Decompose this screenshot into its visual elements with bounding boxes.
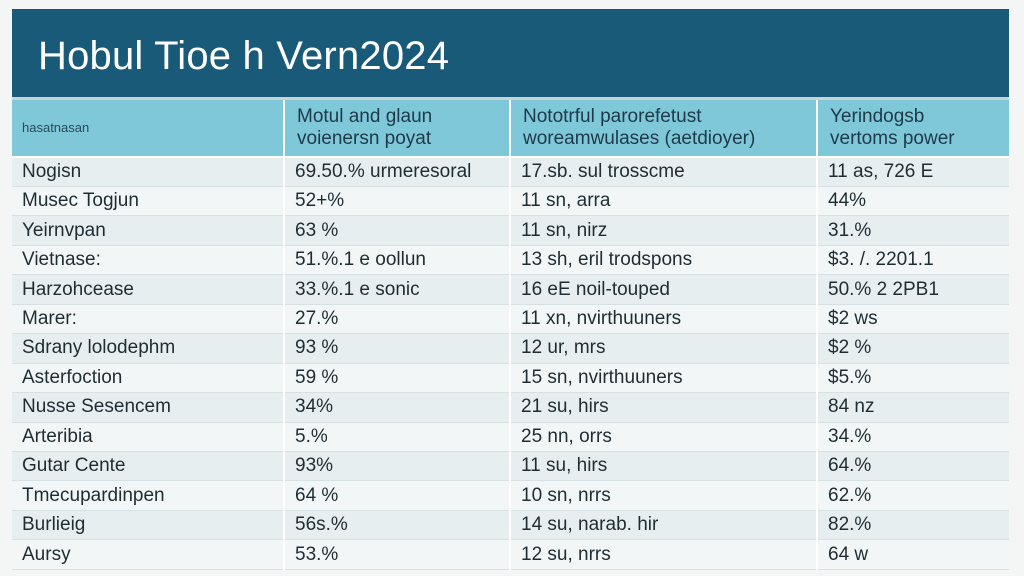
table-cell: 59 % [283,363,510,394]
table-cell: $5.% [816,363,1009,394]
table-cell: 11 as, 726 E [816,157,1009,187]
table-cell: 14 su, narab. hir [509,510,817,541]
table-cell: $2 % [816,333,1009,364]
table-cell: 31.% [816,215,1009,246]
table-row: Sdrany lolodephm 93 % 12 ur, mrs $2 % [12,333,1009,364]
data-table: hasatnasan Motul and glaun voienersn poyat… [12,100,1009,570]
row-label-cell: Aursy [12,539,284,570]
table-cell: 64 % [283,480,510,511]
row-label-cell: Asterfoction [12,363,284,394]
column-header-line: woreamwulases (aetdioyer) [523,128,756,149]
table-row: Arteribia 5.% 25 nn, orrs 34.% [12,422,1009,453]
row-label-cell: Gutar Cente [12,451,284,482]
table-row: Tmecupardinpen 64 % 10 sn, nrrs 62.% [12,480,1009,511]
row-label-cell: Nusse Sesencem [12,392,284,423]
table-row: Vietnase: 51.%.1 e oollun 13 sh, eril trod… [12,245,1009,276]
row-label-cell: Burlieig [12,510,284,541]
table-body: Nogisn 69.50.% urmeresoral 17.sb. sul tros… [12,157,1009,570]
column-header-4: Yerindogsb vertoms power [816,100,1009,158]
row-label-cell: Sdrany lolodephm [12,333,284,364]
row-label-cell: Harzohcease [12,274,284,305]
table-cell: 50.% 2 2PB1 [816,274,1009,305]
table-cell: 5.% [283,422,510,453]
table-cell: 56s.% [283,510,510,541]
table-row: Gutar Cente 93% 11 su, hirs 64.% [12,451,1009,482]
table-cell: 82.% [816,510,1009,541]
table-cell: 27.% [283,304,510,335]
title-banner: Hobul Tioe h Vern2024 [12,9,1009,100]
table-row: Harzohcease 33.%.1 e sonic 16 eE noil-toup… [12,274,1009,305]
table-cell: 64.% [816,451,1009,482]
table-cell: 44% [816,186,1009,217]
table-cell: 13 sh, eril trodspons [509,245,817,276]
table-cell: 93% [283,451,510,482]
column-header-line: voienersn poyat [297,128,432,149]
table-cell: 84 nz [816,392,1009,423]
table-row: Nusse Sesencem 34% 21 su, hirs 84 nz [12,392,1009,423]
table-cell: 34% [283,392,510,423]
column-header-2: Motul and glaun voienersn poyat [283,100,510,158]
table-cell: 51.%.1 e oollun [283,245,510,276]
table-cell: 69.50.% urmeresoral [283,157,510,187]
table-row: Nogisn 69.50.% urmeresoral 17.sb. sul tros… [12,157,1009,187]
page-title: Hobul Tioe h Vern2024 [38,34,450,78]
table-cell: 52+% [283,186,510,217]
table-cell: 11 sn, arra [509,186,817,217]
table-cell: 15 sn, nvirthuuners [509,363,817,394]
table-cell: 25 nn, orrs [509,422,817,453]
column-header-line: Motul and glaun [297,106,433,127]
table-cell: 62.% [816,480,1009,511]
table-row: Burlieig 56s.% 14 su, narab. hir 82.% [12,510,1009,541]
row-label-cell: Yeirnvpan [12,215,284,246]
column-header-line: vertoms power [830,128,955,149]
row-label-cell: Tmecupardinpen [12,480,284,511]
header-row: hasatnasan Motul and glaun voienersn poyat… [12,100,1009,158]
row-label-cell: Vietnase: [12,245,284,276]
column-header-line: Nototrful parorefetust [523,106,702,127]
row-label-cell: Nogisn [12,157,284,187]
data-table-container: hasatnasan Motul and glaun voienersn poyat… [12,100,1009,570]
table-cell: 64 w [816,539,1009,570]
column-header-3: Nototrful parorefetust woreamwulases (aet… [509,100,817,158]
table-row: Yeirnvpan 63 % 11 sn, nirz 31.% [12,215,1009,246]
row-label-cell: Marer: [12,304,284,335]
table-cell: 11 su, hirs [509,451,817,482]
table-cell: 17.sb. sul trosscme [509,157,817,187]
table-cell: $3. /. 2201.1 [816,245,1009,276]
table-header: hasatnasan Motul and glaun voienersn poyat… [12,100,1009,158]
row-label-cell: Arteribia [12,422,284,453]
table-cell: 12 su, nrrs [509,539,817,570]
table-row: Asterfoction 59 % 15 sn, nvirthuuners $5.% [12,363,1009,394]
table-cell: 11 sn, nirz [509,215,817,246]
table-row: Musec Togjun 52+% 11 sn, arra 44% [12,186,1009,217]
table-row: Aursy 53.% 12 su, nrrs 64 w [12,539,1009,570]
table-cell: 12 ur, mrs [509,333,817,364]
table-cell: 53.% [283,539,510,570]
column-header-1: hasatnasan [12,100,284,158]
table-cell: 93 % [283,333,510,364]
table-cell: 10 sn, nrrs [509,480,817,511]
table-cell: 16 eE noil-touped [509,274,817,305]
table-cell: 11 xn, nvirthuuners [509,304,817,335]
table-cell: 34.% [816,422,1009,453]
table-cell: $2 ws [816,304,1009,335]
table-cell: 33.%.1 e sonic [283,274,510,305]
table-row: Marer: 27.% 11 xn, nvirthuuners $2 ws [12,304,1009,335]
table-cell: 21 su, hirs [509,392,817,423]
row-label-cell: Musec Togjun [12,186,284,217]
table-cell: 63 % [283,215,510,246]
column-header-line: hasatnasan [22,120,90,135]
column-header-line: Yerindogsb [830,106,925,127]
